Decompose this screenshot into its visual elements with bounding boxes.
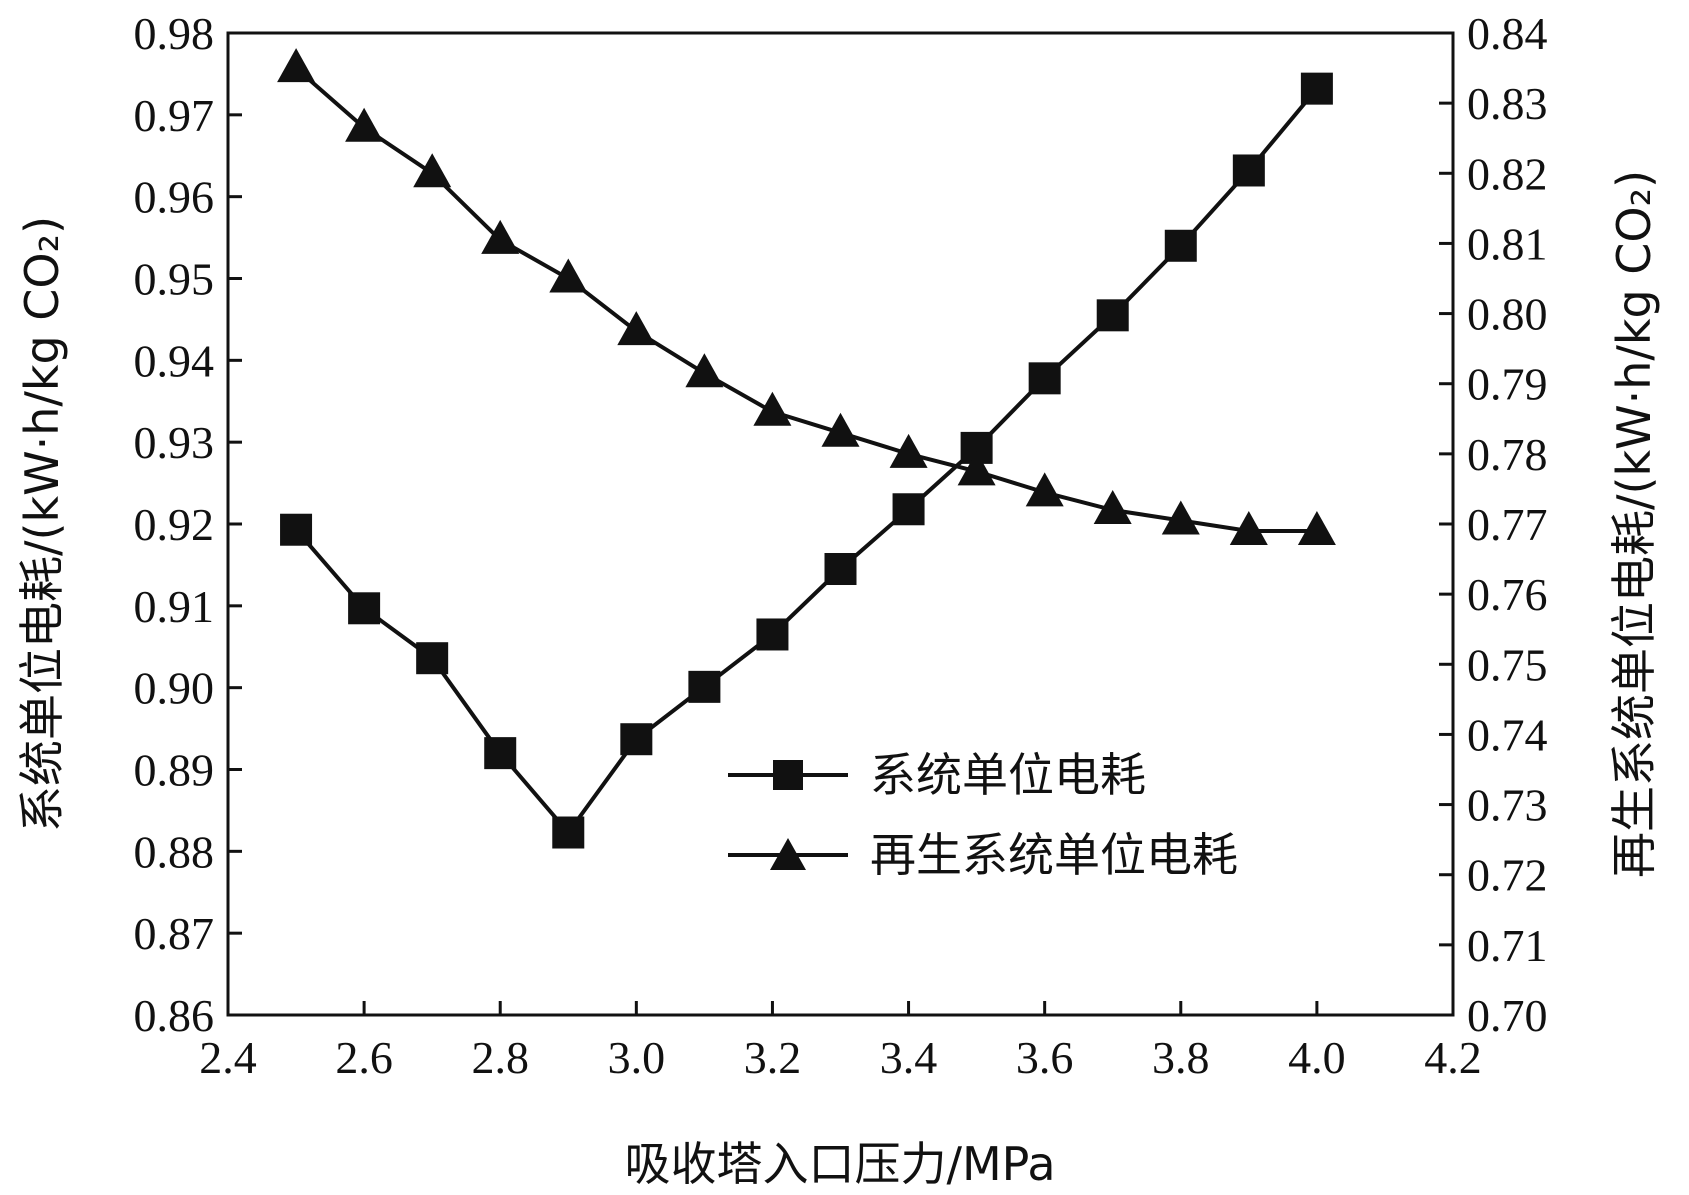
point-regen — [277, 48, 316, 83]
point-regen — [481, 219, 520, 254]
point-regen — [889, 433, 928, 468]
y-right-tick-label: 0.76 — [1467, 569, 1548, 620]
y-left-tick-label: 0.88 — [134, 826, 215, 877]
x-tick-label: 3.4 — [880, 1032, 938, 1083]
point-system — [892, 493, 925, 526]
point-system — [552, 816, 585, 849]
y-left-tick-label: 0.94 — [134, 335, 215, 386]
x-tick-label: 2.4 — [199, 1032, 257, 1083]
x-axis-title: 吸收塔入口压力/MPa — [624, 1137, 1055, 1191]
y-right-tick-label: 0.78 — [1467, 429, 1548, 480]
point-system — [416, 642, 449, 675]
point-regen — [1093, 490, 1132, 524]
point-regen — [413, 153, 452, 188]
y-right-tick-label: 0.74 — [1467, 709, 1548, 760]
plot-frame — [226, 31, 1455, 1017]
y-left-tick-label: 0.87 — [134, 908, 215, 959]
x-tick-label: 3.6 — [1016, 1032, 1074, 1083]
point-regen — [549, 258, 588, 293]
y-right-tick-label: 0.70 — [1467, 990, 1548, 1041]
legend-label-regen: 再生系统单位电耗 — [870, 828, 1238, 882]
y-left-tick-label: 0.96 — [134, 172, 215, 223]
legend-label-system: 系统单位电耗 — [870, 748, 1146, 802]
point-regen — [753, 391, 792, 426]
point-system — [1300, 72, 1333, 105]
y-right-tick-label: 0.73 — [1467, 780, 1548, 831]
y-right-tick-label: 0.83 — [1467, 78, 1548, 129]
point-system — [348, 592, 381, 625]
y-left-tick-label: 0.86 — [134, 990, 215, 1041]
point-regen — [1297, 511, 1336, 545]
x-tick-label: 3.8 — [1152, 1032, 1210, 1083]
y-axis-title-left: 系统单位电耗/(kW·h/kg CO₂) — [15, 216, 69, 832]
point-system — [484, 737, 517, 770]
point-regen — [1229, 511, 1268, 545]
point-regen — [1025, 472, 1064, 507]
point-system — [1028, 362, 1061, 395]
y-right-tick-label: 0.81 — [1467, 218, 1548, 269]
point-system — [1164, 229, 1197, 262]
series-line-system — [294, 87, 1319, 836]
y-axis-title-right: 再生系统单位电耗/(kW·h/kg CO₂) — [1607, 170, 1661, 878]
point-regen — [957, 451, 996, 486]
y-right-tick-label: 0.71 — [1467, 920, 1548, 971]
x-tick-label: 3.2 — [744, 1032, 802, 1083]
legend: 系统单位电耗 再生系统单位电耗 — [728, 748, 1238, 882]
labels-layer: 2.4 2.6 2.8 3.0 3.2 3.4 3.6 3.8 4.0 4.2 0.86 0.87 0.… — [134, 8, 1548, 1083]
point-system — [756, 618, 789, 651]
point-system — [1232, 154, 1265, 187]
x-tick-label: 4.0 — [1288, 1032, 1346, 1083]
y-right-tick-label: 0.79 — [1467, 359, 1548, 410]
point-regen — [821, 412, 860, 447]
x-tick-label: 3.0 — [608, 1032, 666, 1083]
point-system — [824, 553, 857, 586]
point-system — [688, 670, 721, 703]
y-right-tick-label: 0.82 — [1467, 148, 1548, 199]
point-system — [620, 723, 653, 756]
point-system — [1096, 299, 1129, 332]
ticks-layer — [226, 31, 1455, 1017]
y-left-tick-label: 0.89 — [134, 745, 215, 796]
y-left-tick-label: 0.97 — [134, 90, 215, 141]
x-tick-label: 2.6 — [335, 1032, 393, 1083]
point-regen — [685, 353, 724, 388]
y-right-tick-label: 0.72 — [1467, 850, 1548, 901]
point-regen — [617, 311, 656, 346]
y-right-tick-label: 0.75 — [1467, 639, 1548, 690]
series-layer — [277, 48, 1336, 849]
y-left-tick-label: 0.98 — [134, 8, 215, 59]
y-right-tick-label: 0.77 — [1467, 499, 1548, 550]
point-system — [280, 513, 313, 546]
legend-marker-system — [773, 760, 803, 790]
series-line-regen — [294, 66, 1317, 533]
y-left-tick-label: 0.90 — [134, 663, 215, 714]
y-left-tick-label: 0.92 — [134, 499, 215, 550]
y-left-tick-label: 0.93 — [134, 417, 215, 468]
point-regen — [345, 107, 384, 142]
x-tick-label: 2.8 — [471, 1032, 529, 1083]
y-left-tick-label: 0.91 — [134, 581, 215, 632]
y-right-tick-label: 0.84 — [1467, 8, 1548, 59]
legend-marker-regen — [770, 838, 806, 870]
point-regen — [1161, 500, 1200, 535]
x-tick-label: 4.2 — [1424, 1032, 1482, 1083]
y-right-tick-label: 0.80 — [1467, 289, 1548, 340]
y-left-tick-label: 0.95 — [134, 254, 215, 305]
